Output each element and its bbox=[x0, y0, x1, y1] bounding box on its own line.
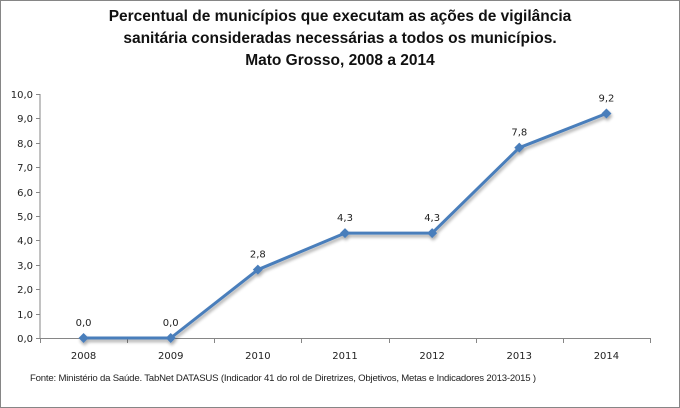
y-tick-label: 2,0 bbox=[17, 285, 33, 296]
y-axis: 0,0 1,0 2,0 3,0 4,0 5,0 6,0 7,0 8,0 9,0 10,0 bbox=[11, 90, 41, 345]
data-label: 2,8 bbox=[250, 250, 266, 261]
source-note: Fonte: Ministério da Saúde. TabNet DATAS… bbox=[30, 373, 536, 384]
data-point-marker bbox=[601, 108, 612, 119]
y-tick-label: 10,0 bbox=[11, 90, 33, 101]
data-point-marker bbox=[340, 228, 350, 239]
x-axis: 2008 2009 2010 2011 2012 2013 2014 bbox=[40, 338, 651, 362]
x-tick-label: 2010 bbox=[245, 351, 270, 362]
chart-title-line-2: sanitária consideradas necessárias a tod… bbox=[123, 30, 557, 47]
data-labels: 0,0 0,0 2,8 4,3 4,3 7,8 9,2 bbox=[76, 94, 615, 329]
series-line bbox=[83, 112, 607, 340]
data-label: 4,3 bbox=[424, 213, 440, 224]
x-tick-label: 2013 bbox=[507, 351, 532, 362]
data-label: 0,0 bbox=[76, 318, 92, 329]
y-tick-label: 6,0 bbox=[17, 188, 33, 199]
data-label: 4,3 bbox=[337, 213, 353, 224]
y-tick-label: 3,0 bbox=[17, 261, 33, 272]
data-point-marker bbox=[165, 333, 176, 343]
data-point-marker bbox=[514, 142, 525, 153]
chart-title-line-1: Percentual de municípios que executam as… bbox=[108, 8, 572, 25]
y-tick-label: 1,0 bbox=[17, 310, 33, 321]
y-tick-label: 5,0 bbox=[17, 212, 33, 223]
y-tick-label: 4,0 bbox=[17, 236, 33, 247]
y-tick-label: 8,0 bbox=[17, 139, 33, 150]
data-label: 0,0 bbox=[163, 318, 179, 329]
data-point-marker bbox=[427, 228, 438, 239]
data-label: 9,2 bbox=[598, 94, 614, 105]
x-tick-label: 2012 bbox=[419, 351, 444, 362]
x-tick-label: 2014 bbox=[594, 351, 619, 362]
x-tick-label: 2009 bbox=[158, 351, 183, 362]
y-tick-label: 0,0 bbox=[17, 334, 33, 345]
data-point-marker bbox=[78, 333, 89, 343]
x-tick-label: 2011 bbox=[332, 351, 357, 362]
y-tick-label: 9,0 bbox=[17, 114, 33, 125]
y-tick-label: 7,0 bbox=[17, 163, 33, 174]
data-point-marker bbox=[252, 264, 263, 275]
chart-title-line-3: Mato Grosso, 2008 a 2014 bbox=[245, 52, 435, 69]
x-tick-label: 2008 bbox=[71, 351, 96, 362]
series-percentual bbox=[78, 108, 612, 343]
chart-title: Percentual de municípios que executam as… bbox=[60, 6, 620, 72]
data-label: 7,8 bbox=[511, 128, 527, 139]
